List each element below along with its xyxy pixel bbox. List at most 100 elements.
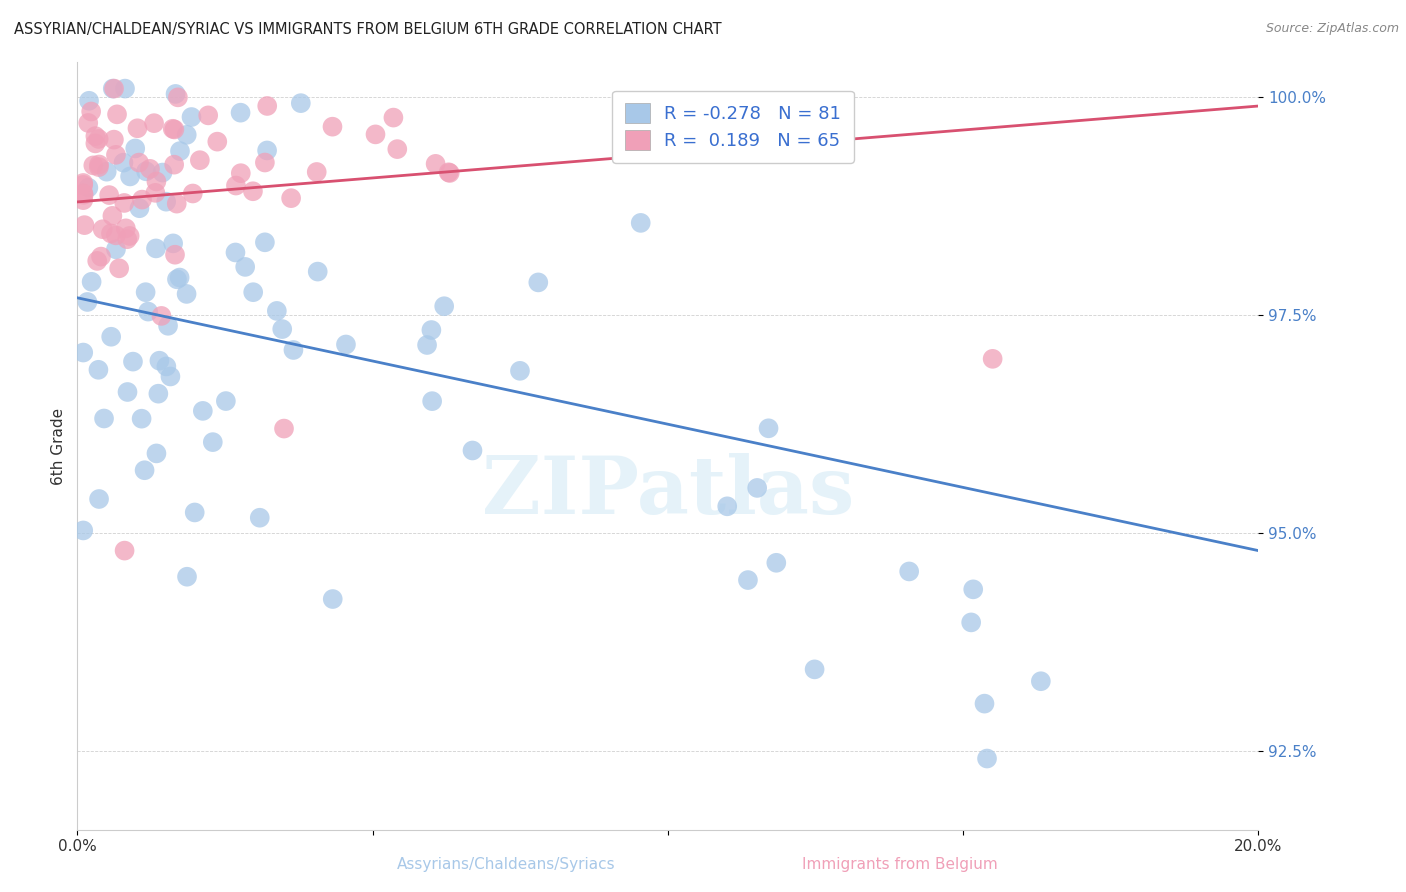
Point (180, 110, 202, 124)
Point (280, 191, 302, 205)
Point (82, 158, 104, 172)
Point (77, 94, 100, 108)
Text: Immigrants from Belgium: Immigrants from Belgium (801, 857, 998, 872)
Point (145, 446, 167, 460)
Point (165, 87, 187, 101)
Point (290, 96, 312, 111)
Point (73, 218, 96, 232)
Point (87, 363, 110, 377)
Point (197, 108, 219, 122)
Point (162, 121, 184, 136)
Point (224, 245, 246, 260)
Point (420, 394, 443, 409)
Point (145, 174, 167, 188)
Point (118, 229, 141, 244)
Point (86, 254, 108, 268)
Point (233, 260, 256, 274)
Point (207, 135, 229, 149)
Point (87, 491, 110, 506)
Point (139, 161, 162, 176)
Point (114, 81, 136, 95)
Point (321, 120, 343, 134)
Point (100, 330, 122, 344)
Point (108, 261, 131, 276)
Point (148, 386, 170, 401)
Point (176, 128, 198, 142)
Point (80, 275, 103, 289)
Point (93, 411, 115, 425)
Point (249, 510, 271, 524)
Point (253, 155, 276, 169)
Point (101, 209, 124, 223)
Point (283, 343, 305, 357)
Point (72, 524, 94, 538)
Point (266, 304, 288, 318)
Point (127, 121, 149, 136)
Point (134, 463, 156, 477)
Point (112, 155, 135, 169)
Point (103, 133, 125, 147)
Point (256, 144, 278, 158)
Point (73, 187, 96, 202)
Point (143, 116, 166, 130)
Text: Source: ZipAtlas.com: Source: ZipAtlas.com (1265, 22, 1399, 36)
Point (155, 194, 177, 209)
Point (981, 351, 1004, 366)
Point (387, 142, 409, 156)
Point (131, 193, 153, 207)
Legend: R = -0.278   N = 81, R =  0.189   N = 65: R = -0.278 N = 81, R = 0.189 N = 65 (612, 91, 853, 163)
Point (181, 186, 204, 201)
Point (167, 90, 190, 104)
Point (77, 116, 100, 130)
Point (96, 164, 118, 178)
Point (163, 248, 186, 262)
Point (307, 264, 329, 278)
Point (76, 295, 98, 310)
Point (98, 188, 121, 202)
Point (420, 323, 443, 337)
Point (176, 287, 198, 301)
Point (72, 176, 94, 190)
Point (136, 304, 159, 318)
Point (131, 411, 153, 425)
Point (84, 129, 107, 144)
Point (169, 270, 191, 285)
Point (135, 164, 157, 178)
Point (150, 309, 173, 323)
Point (191, 404, 214, 418)
Point (143, 186, 166, 200)
Point (87, 132, 110, 146)
Point (416, 338, 439, 352)
Point (152, 165, 174, 179)
Point (77, 180, 100, 194)
Point (124, 141, 146, 155)
Point (509, 364, 531, 378)
Point (91, 222, 114, 236)
Point (439, 166, 461, 180)
Point (163, 122, 186, 136)
Point (72, 345, 94, 359)
Point (716, 500, 738, 514)
Point (72, 186, 94, 201)
Point (166, 272, 188, 286)
Point (101, 81, 124, 95)
Point (128, 155, 150, 169)
Point (1029, 674, 1052, 689)
Point (382, 111, 405, 125)
Point (104, 242, 127, 256)
Point (176, 570, 198, 584)
Point (273, 421, 295, 435)
Point (166, 196, 188, 211)
Point (90, 250, 112, 264)
Point (433, 299, 456, 313)
Point (322, 592, 344, 607)
Point (630, 216, 652, 230)
Point (229, 166, 252, 180)
Point (104, 148, 127, 162)
Point (122, 354, 145, 368)
Point (105, 107, 128, 121)
Point (162, 236, 184, 251)
Point (157, 318, 180, 333)
Point (155, 359, 177, 374)
Text: ZIPatlas: ZIPatlas (482, 453, 853, 531)
